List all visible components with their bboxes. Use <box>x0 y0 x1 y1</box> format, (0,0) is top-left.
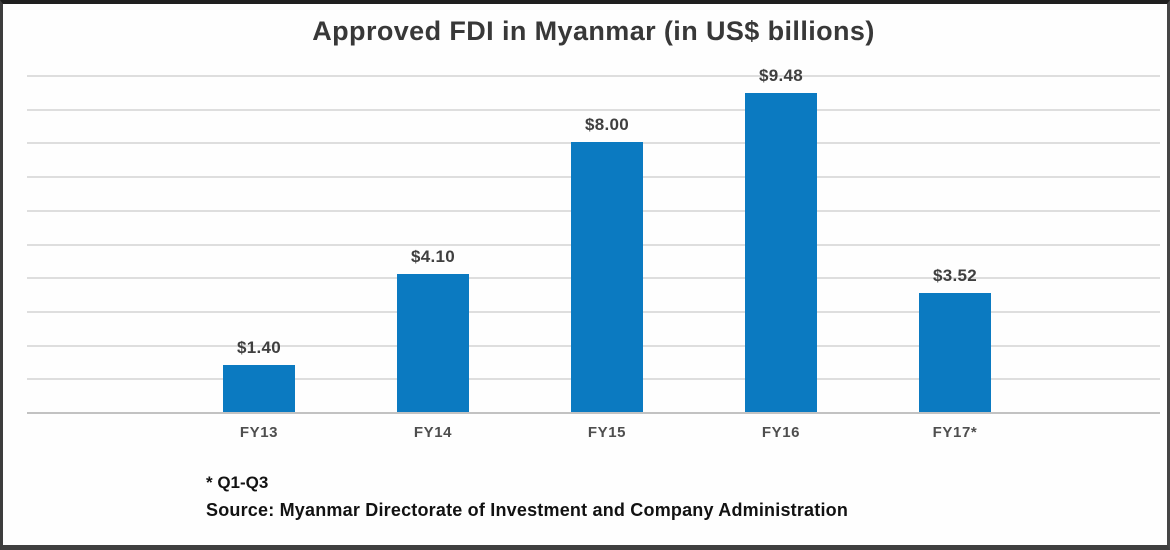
plot-area: $1.40 FY13 $4.10 FY14 $8.00 FY15 $9.48 FY16 $3.5… <box>27 64 1160 454</box>
data-label-fy17: $3.52 <box>932 266 978 286</box>
chart-title: Approved FDI in Myanmar (in US$ billions… <box>312 16 875 46</box>
data-label-fy13: $1.40 <box>236 337 282 357</box>
bar-fy15 <box>571 142 643 412</box>
source-footnote: Source: Myanmar Directorate of Investmen… <box>206 500 849 520</box>
category-label-fy13: FY13 <box>239 424 279 441</box>
category-label-fy15: FY15 <box>587 424 627 441</box>
data-label-fy15: $8.00 <box>584 115 630 135</box>
asterisk-footnote: * Q1-Q3 <box>206 473 269 492</box>
gridline <box>27 108 1160 111</box>
category-label-fy16: FY16 <box>761 424 801 441</box>
bar-fy16 <box>745 92 817 412</box>
category-label-fy14: FY14 <box>413 424 453 441</box>
chart-footnotes: * Q1-Q3 Source: Myanmar Directorate of I… <box>206 473 848 521</box>
x-axis-line <box>27 412 1160 414</box>
data-label-fy14: $4.10 <box>410 246 456 266</box>
bar-fy14 <box>397 273 469 412</box>
bar-fy17 <box>919 293 991 412</box>
data-label-fy16: $9.48 <box>758 65 804 85</box>
category-label-fy17: FY17* <box>932 424 978 441</box>
bar-fy13 <box>223 364 295 412</box>
gridline <box>27 75 1160 77</box>
